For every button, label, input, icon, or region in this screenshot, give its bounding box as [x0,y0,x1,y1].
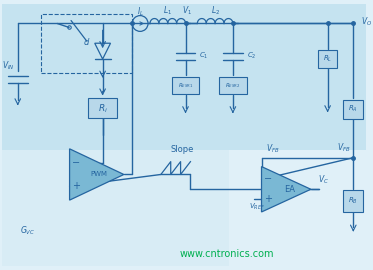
Text: EA: EA [283,185,295,194]
Text: Slope: Slope [171,145,194,154]
Text: −: − [72,158,81,168]
FancyBboxPatch shape [344,100,363,119]
Text: +: + [264,194,272,204]
FancyBboxPatch shape [318,50,338,68]
Bar [41,14,132,73]
Text: $V_1$: $V_1$ [182,4,192,17]
Text: $R_{ESR2}$: $R_{ESR2}$ [225,81,241,90]
Text: $G_{VC}$: $G_{VC}$ [20,224,35,237]
Text: +: + [72,181,81,191]
Text: www.cntronics.com: www.cntronics.com [180,249,274,259]
Text: $C_2$: $C_2$ [247,51,256,61]
Text: $R_B$: $R_B$ [348,196,358,206]
Text: $L_1$: $L_1$ [163,4,172,17]
Text: $V_O$: $V_O$ [361,15,372,28]
Text: $V_{REF}$: $V_{REF}$ [248,202,265,212]
Text: $V_{IN}$: $V_{IN}$ [1,60,14,72]
Text: $V_{FB}$: $V_{FB}$ [337,141,350,154]
Text: $R_i$: $R_i$ [98,102,108,114]
Text: $R_{ESR1}$: $R_{ESR1}$ [178,81,193,90]
FancyBboxPatch shape [344,190,363,212]
Polygon shape [70,149,124,200]
Polygon shape [261,167,311,212]
Text: $d$: $d$ [83,36,91,47]
Text: −: − [264,174,273,184]
Text: $L_2$: $L_2$ [211,4,220,17]
Text: $I_L$: $I_L$ [137,5,144,18]
Bar [2,150,229,266]
Bar [229,150,366,266]
FancyBboxPatch shape [172,77,199,94]
Text: $R_A$: $R_A$ [348,104,358,114]
Bar [2,4,366,150]
FancyBboxPatch shape [88,99,117,118]
FancyBboxPatch shape [219,77,247,94]
Text: $V_C$: $V_C$ [318,173,329,186]
Text: $C_1$: $C_1$ [199,51,209,61]
Text: PWM: PWM [90,171,107,177]
Text: $V_{FB}$: $V_{FB}$ [266,143,280,155]
Text: $R_L$: $R_L$ [323,54,332,64]
